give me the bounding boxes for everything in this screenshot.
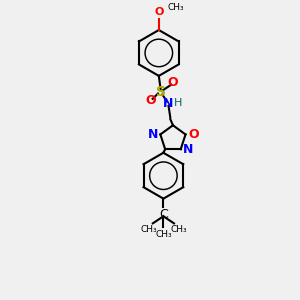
Text: O: O bbox=[188, 128, 199, 141]
Text: N: N bbox=[182, 143, 193, 156]
Text: CH₃: CH₃ bbox=[168, 3, 184, 12]
Text: CH₃: CH₃ bbox=[155, 230, 172, 238]
Text: H: H bbox=[174, 98, 182, 108]
Text: N: N bbox=[163, 97, 174, 110]
Text: CH₃: CH₃ bbox=[170, 225, 187, 234]
Text: C: C bbox=[159, 208, 168, 221]
Text: S: S bbox=[156, 85, 166, 99]
Text: N: N bbox=[148, 128, 159, 141]
Text: O: O bbox=[146, 94, 156, 107]
Text: O: O bbox=[154, 7, 164, 17]
Text: O: O bbox=[168, 76, 178, 89]
Text: CH₃: CH₃ bbox=[140, 225, 157, 234]
